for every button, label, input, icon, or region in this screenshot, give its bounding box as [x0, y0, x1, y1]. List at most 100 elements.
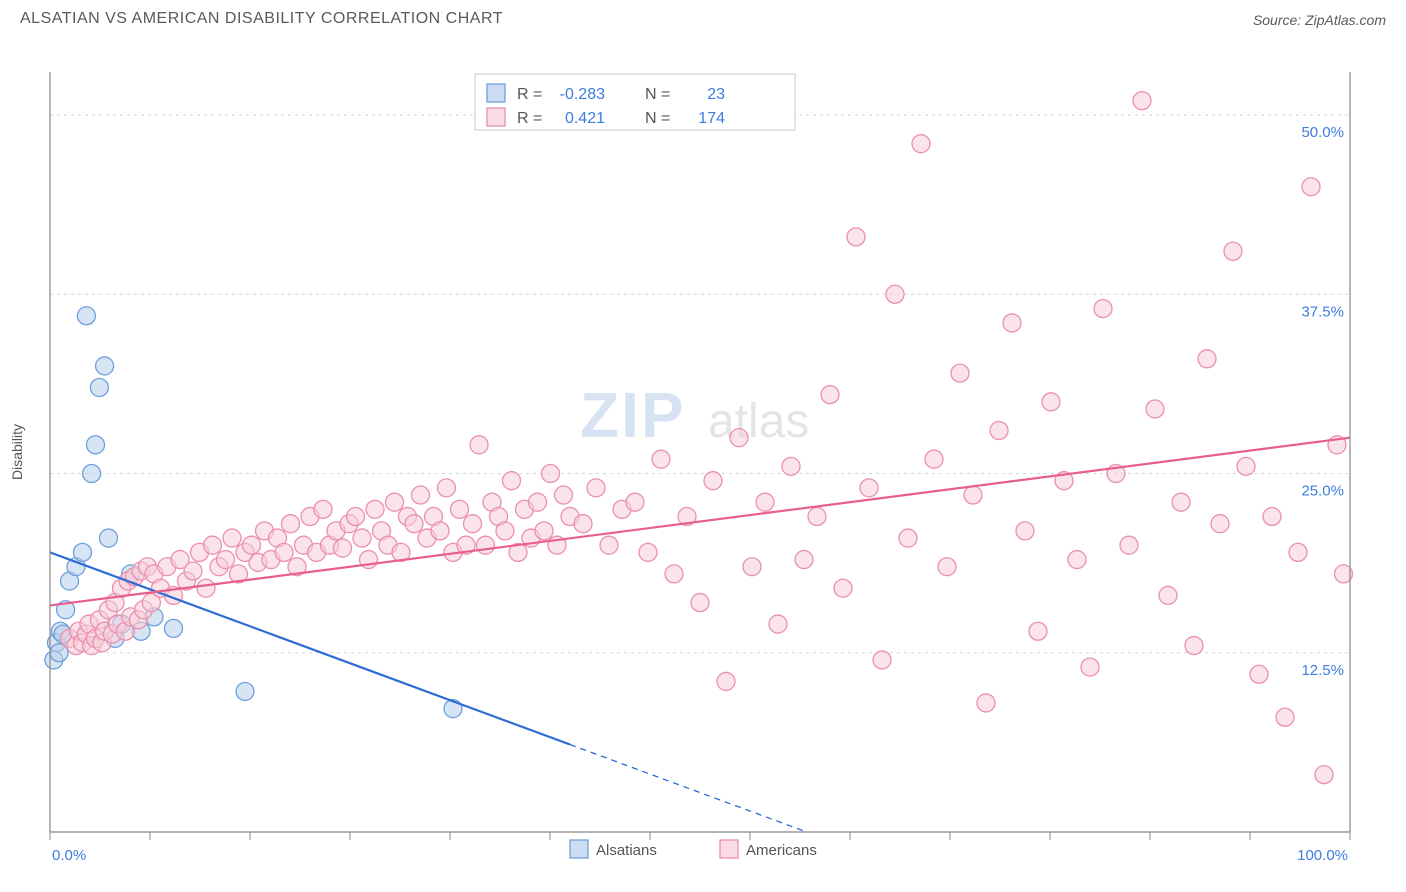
data-point — [496, 522, 514, 540]
data-point — [90, 378, 108, 396]
data-point — [275, 543, 293, 561]
data-point — [886, 285, 904, 303]
data-point — [717, 672, 735, 690]
data-point — [477, 536, 495, 554]
data-point — [925, 450, 943, 468]
data-point — [639, 543, 657, 561]
data-point — [353, 529, 371, 547]
legend-n-value: 174 — [698, 110, 725, 127]
data-point — [1302, 178, 1320, 196]
data-point — [743, 558, 761, 576]
data-point — [1237, 457, 1255, 475]
data-point — [1003, 314, 1021, 332]
data-point — [464, 515, 482, 533]
data-point — [529, 493, 547, 511]
legend-swatch — [487, 108, 505, 126]
data-point — [100, 529, 118, 547]
data-point — [977, 694, 995, 712]
y-tick-label: 50.0% — [1301, 124, 1344, 141]
data-point — [542, 465, 560, 483]
data-point — [756, 493, 774, 511]
data-point — [873, 651, 891, 669]
data-point — [626, 493, 644, 511]
data-point — [1185, 637, 1203, 655]
data-point — [470, 436, 488, 454]
data-point — [951, 364, 969, 382]
legend-r-label: R = — [517, 110, 542, 127]
data-point — [704, 472, 722, 490]
x-max-label: 100.0% — [1297, 847, 1348, 864]
data-point — [938, 558, 956, 576]
data-point — [990, 421, 1008, 439]
data-point — [964, 486, 982, 504]
data-point — [1263, 508, 1281, 526]
data-point — [691, 594, 709, 612]
data-point — [314, 500, 332, 518]
data-point — [1172, 493, 1190, 511]
data-point — [834, 579, 852, 597]
legend-swatch — [487, 84, 505, 102]
data-point — [204, 536, 222, 554]
data-point — [217, 551, 235, 569]
x-min-label: 0.0% — [52, 847, 86, 864]
data-point — [431, 522, 449, 540]
chart-container: 12.5%25.0%37.5%50.0%ZIPatlas0.0%100.0%Di… — [0, 32, 1406, 882]
data-point — [600, 536, 618, 554]
y-tick-label: 37.5% — [1301, 303, 1344, 320]
data-point — [535, 522, 553, 540]
legend-r-value: 0.421 — [565, 110, 605, 127]
data-point — [821, 386, 839, 404]
data-point — [1250, 665, 1268, 683]
data-point — [1042, 393, 1060, 411]
data-point — [87, 436, 105, 454]
data-point — [574, 515, 592, 533]
data-point — [1133, 92, 1151, 110]
svg-text:atlas: atlas — [708, 395, 809, 448]
data-point — [1224, 242, 1242, 260]
data-point — [1081, 658, 1099, 676]
data-point — [366, 500, 384, 518]
svg-text:ZIP: ZIP — [580, 379, 686, 451]
data-point — [165, 619, 183, 637]
data-point — [1146, 400, 1164, 418]
data-point — [96, 357, 114, 375]
data-point — [223, 529, 241, 547]
data-point — [197, 579, 215, 597]
data-point — [912, 135, 930, 153]
data-point — [1159, 586, 1177, 604]
data-point — [860, 479, 878, 497]
legend-r-value: -0.283 — [560, 86, 605, 103]
legend-n-label: N = — [645, 110, 670, 127]
bottom-legend-label: Alsatians — [596, 842, 657, 859]
data-point — [1276, 708, 1294, 726]
data-point — [334, 539, 352, 557]
data-point — [1120, 536, 1138, 554]
title-bar: ALSATIAN VS AMERICAN DISABILITY CORRELAT… — [0, 0, 1406, 32]
data-point — [77, 307, 95, 325]
data-point — [730, 429, 748, 447]
data-point — [83, 465, 101, 483]
data-point — [451, 500, 469, 518]
bottom-legend-label: Americans — [746, 842, 817, 859]
data-point — [847, 228, 865, 246]
data-point — [503, 472, 521, 490]
data-point — [1094, 300, 1112, 318]
data-point — [405, 515, 423, 533]
data-point — [899, 529, 917, 547]
data-point — [347, 508, 365, 526]
chart-title: ALSATIAN VS AMERICAN DISABILITY CORRELAT… — [20, 10, 503, 28]
y-axis-label: Disability — [9, 424, 25, 480]
data-point — [1016, 522, 1034, 540]
data-point — [438, 479, 456, 497]
data-point — [386, 493, 404, 511]
data-point — [769, 615, 787, 633]
data-point — [243, 536, 261, 554]
bottom-legend-swatch — [570, 840, 588, 858]
legend-r-label: R = — [517, 86, 542, 103]
data-point — [1029, 622, 1047, 640]
legend-n-label: N = — [645, 86, 670, 103]
data-point — [1289, 543, 1307, 561]
data-point — [1198, 350, 1216, 368]
data-point — [555, 486, 573, 504]
legend-n-value: 23 — [707, 86, 725, 103]
